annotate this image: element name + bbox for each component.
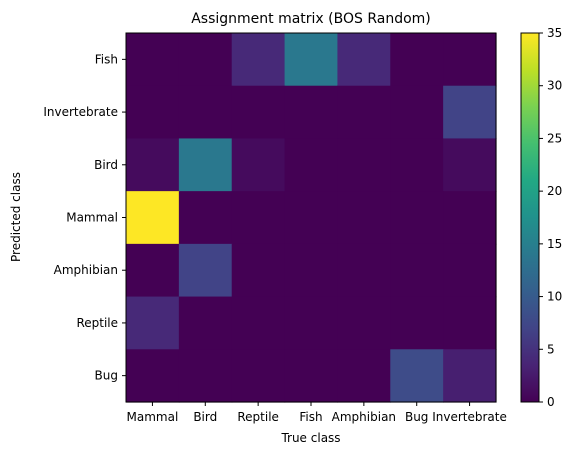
- heatmap-cell: [179, 349, 232, 402]
- colorbar-tick-label: 35: [547, 26, 562, 40]
- heatmap-cell: [337, 86, 390, 139]
- colorbar-tick-label: 20: [547, 184, 562, 198]
- heatmap-cell: [179, 138, 232, 191]
- heatmap-cell: [126, 138, 179, 191]
- x-tick-label: Bird: [193, 410, 217, 424]
- heatmap-cell: [126, 349, 179, 402]
- heatmap-cell: [390, 86, 443, 139]
- colorbar-tick-label: 5: [547, 342, 555, 356]
- x-tick-label: Fish: [299, 410, 322, 424]
- heatmap-cell: [390, 297, 443, 350]
- y-tick-label: Invertebrate: [43, 105, 118, 119]
- heatmap-cells: [126, 33, 497, 403]
- heatmap-cell: [337, 33, 390, 86]
- colorbar-tick-label: 10: [547, 290, 562, 304]
- heatmap-cell: [126, 191, 179, 244]
- colorbar-tick-label: 15: [547, 237, 562, 251]
- heatmap-cell: [285, 297, 338, 350]
- heatmap-cell: [443, 138, 496, 191]
- heatmap-cell: [179, 244, 232, 297]
- heatmap-cell: [285, 86, 338, 139]
- heatmap-cell: [390, 138, 443, 191]
- heatmap-cell: [126, 86, 179, 139]
- x-tick-label: Reptile: [237, 410, 279, 424]
- y-tick-label: Bug: [95, 369, 118, 383]
- x-tick-label: Bug: [405, 410, 428, 424]
- y-tick-label: Reptile: [76, 316, 118, 330]
- heatmap-cell: [232, 86, 285, 139]
- y-tick-label: Mammal: [66, 211, 118, 225]
- heatmap-cell: [390, 33, 443, 86]
- heatmap-cell: [179, 33, 232, 86]
- heatmap-cell: [390, 244, 443, 297]
- x-tick-label: Amphibian: [332, 410, 396, 424]
- x-tick-label: Mammal: [127, 410, 179, 424]
- heatmap-cell: [232, 191, 285, 244]
- colorbar-ticks: 0 5 10 15 20 25 30 35: [539, 26, 562, 409]
- heatmap-cell: [285, 244, 338, 297]
- heatmap-cell: [232, 138, 285, 191]
- y-axis-ticks: Fish Invertebrate Bird Mammal Amphibian Repti…: [43, 52, 126, 382]
- heatmap-cell: [232, 33, 285, 86]
- heatmap-cell: [126, 244, 179, 297]
- heatmap-cell: [443, 244, 496, 297]
- heatmap-cell: [337, 138, 390, 191]
- heatmap-cell: [285, 191, 338, 244]
- colorbar: [521, 33, 539, 402]
- colorbar-tick-label: 25: [547, 131, 562, 145]
- heatmap-cell: [443, 33, 496, 86]
- x-tick-label: Invertebrate: [432, 410, 507, 424]
- heatmap-cell: [179, 191, 232, 244]
- chart-title: Assignment matrix (BOS Random): [191, 11, 431, 27]
- heatmap-cell: [390, 349, 443, 402]
- colorbar-tick-label: 0: [547, 395, 555, 409]
- heatmap-cell: [126, 33, 179, 86]
- heatmap-cell: [337, 349, 390, 402]
- y-tick-label: Fish: [95, 52, 118, 66]
- heatmap-cell: [232, 297, 285, 350]
- heatmap-cell: [443, 297, 496, 350]
- heatmap-cell: [443, 191, 496, 244]
- x-axis-ticks: Mammal Bird Reptile Fish Amphibian Bug Inverte…: [127, 402, 507, 424]
- heatmap-cell: [232, 349, 285, 402]
- y-axis-label: Predicted class: [9, 172, 23, 262]
- heatmap-cell: [179, 86, 232, 139]
- y-tick-label: Bird: [94, 158, 118, 172]
- heatmap-cell: [232, 244, 285, 297]
- heatmap-cell: [126, 297, 179, 350]
- heatmap-cell: [337, 297, 390, 350]
- y-tick-label: Amphibian: [54, 263, 118, 277]
- heatmap-cell: [390, 191, 443, 244]
- heatmap-cell: [443, 349, 496, 402]
- heatmap-cell: [337, 244, 390, 297]
- heatmap-cell: [285, 138, 338, 191]
- heatmap-cell: [285, 349, 338, 402]
- heatmap-cell: [179, 297, 232, 350]
- x-axis-label: True class: [280, 431, 340, 445]
- heatmap-cell: [337, 191, 390, 244]
- heatmap-cell: [443, 86, 496, 139]
- heatmap-cell: [285, 33, 338, 86]
- colorbar-tick-label: 30: [547, 79, 562, 93]
